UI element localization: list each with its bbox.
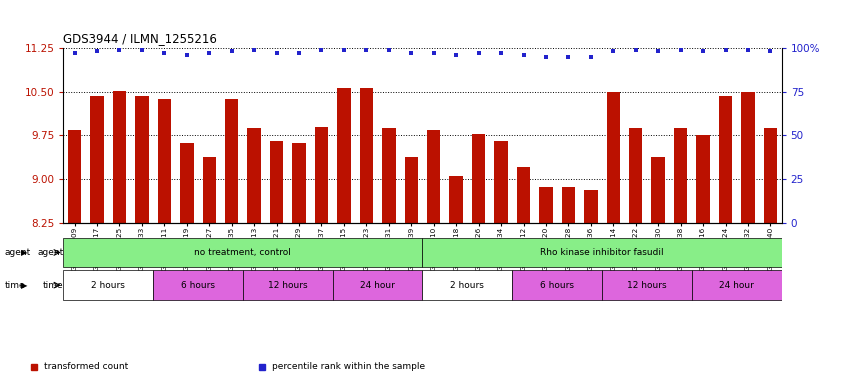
- Point: [68, 50, 81, 56]
- Text: agent: agent: [4, 248, 30, 257]
- Bar: [63, 238, 422, 267]
- Bar: [203, 157, 216, 223]
- Bar: [63, 270, 153, 300]
- Text: 24 hour: 24 hour: [718, 281, 754, 290]
- Bar: [674, 128, 686, 223]
- Text: time: time: [4, 281, 24, 290]
- Bar: [628, 128, 641, 223]
- Bar: [422, 238, 781, 267]
- Bar: [583, 190, 597, 223]
- Bar: [651, 157, 664, 223]
- Point: [90, 48, 104, 55]
- Bar: [511, 270, 601, 300]
- Bar: [601, 270, 691, 300]
- Point: [606, 48, 619, 55]
- Point: [740, 47, 754, 53]
- Text: 2 hours: 2 hours: [91, 281, 125, 290]
- Text: 24 hour: 24 hour: [360, 281, 395, 290]
- Text: 6 hours: 6 hours: [539, 281, 573, 290]
- Point: [695, 48, 709, 55]
- Point: [203, 50, 216, 56]
- Point: [180, 52, 193, 58]
- Text: agent: agent: [37, 248, 63, 257]
- Text: transformed count: transformed count: [44, 362, 128, 371]
- Point: [314, 47, 327, 53]
- Point: [628, 47, 641, 53]
- Bar: [494, 141, 507, 223]
- Point: [763, 48, 776, 55]
- Bar: [243, 270, 333, 300]
- Bar: [561, 187, 575, 223]
- Text: time: time: [43, 281, 63, 290]
- Point: [247, 47, 261, 53]
- Text: 6 hours: 6 hours: [181, 281, 214, 290]
- Point: [269, 50, 283, 56]
- Bar: [153, 270, 243, 300]
- Point: [538, 54, 552, 60]
- Bar: [763, 128, 776, 223]
- Text: Rho kinase inhibitor fasudil: Rho kinase inhibitor fasudil: [539, 248, 663, 257]
- Point: [404, 50, 418, 56]
- Point: [651, 48, 664, 55]
- Bar: [247, 128, 261, 223]
- Bar: [538, 187, 552, 223]
- Bar: [68, 129, 81, 223]
- Bar: [740, 92, 754, 223]
- Point: [471, 50, 484, 56]
- Bar: [112, 91, 126, 223]
- Text: 12 hours: 12 hours: [268, 281, 307, 290]
- Bar: [426, 129, 440, 223]
- Point: [426, 50, 440, 56]
- Text: 2 hours: 2 hours: [450, 281, 484, 290]
- Point: [112, 47, 126, 53]
- Text: ▶: ▶: [21, 248, 28, 257]
- Point: [494, 50, 507, 56]
- Point: [135, 47, 149, 53]
- Bar: [180, 143, 193, 223]
- Point: [673, 47, 686, 53]
- Bar: [158, 99, 170, 223]
- Bar: [90, 96, 104, 223]
- Bar: [695, 136, 709, 223]
- Point: [292, 50, 306, 56]
- Text: percentile rank within the sample: percentile rank within the sample: [272, 362, 425, 371]
- Text: ▶: ▶: [21, 281, 28, 290]
- Bar: [269, 141, 283, 223]
- Text: no treatment, control: no treatment, control: [194, 248, 291, 257]
- Point: [517, 52, 530, 58]
- Point: [561, 54, 575, 60]
- Point: [360, 47, 373, 53]
- Point: [449, 52, 463, 58]
- Bar: [292, 143, 306, 223]
- Point: [381, 47, 395, 53]
- Bar: [606, 92, 619, 223]
- Point: [583, 54, 597, 60]
- Point: [337, 47, 350, 53]
- Bar: [360, 88, 373, 223]
- Bar: [337, 88, 350, 223]
- Bar: [422, 270, 511, 300]
- Point: [158, 50, 171, 56]
- Point: [718, 47, 732, 53]
- Bar: [691, 270, 781, 300]
- Bar: [404, 157, 418, 223]
- Bar: [449, 176, 463, 223]
- Text: GDS3944 / ILMN_1255216: GDS3944 / ILMN_1255216: [63, 32, 217, 45]
- Bar: [135, 96, 149, 223]
- Bar: [517, 167, 530, 223]
- Text: 12 hours: 12 hours: [626, 281, 666, 290]
- Bar: [471, 134, 484, 223]
- Point: [225, 48, 238, 55]
- Bar: [333, 270, 422, 300]
- Bar: [314, 127, 327, 223]
- Bar: [225, 99, 238, 223]
- Bar: [381, 128, 395, 223]
- Bar: [718, 96, 732, 223]
